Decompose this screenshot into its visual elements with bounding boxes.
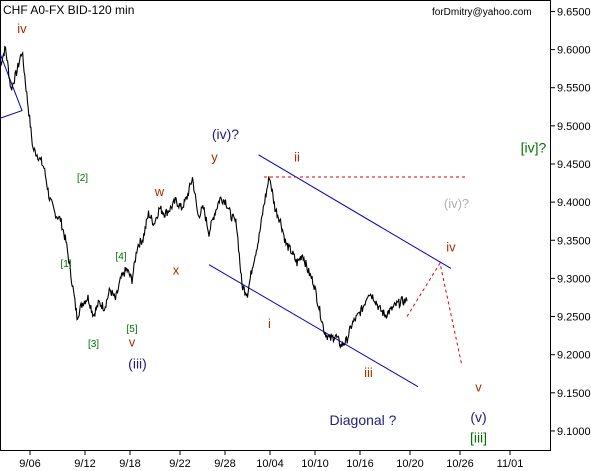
chart-title: CHF A0-FX BID-120 min (3, 3, 134, 17)
wave-overlay (0, 53, 468, 388)
x-tick-label: 10/26 (446, 458, 474, 470)
y-tick-label: 9.2500 (557, 312, 591, 324)
x-tick-label: 9/06 (19, 458, 40, 470)
x-tick-label: 9/18 (119, 458, 140, 470)
wave-label: iv (446, 240, 456, 255)
y-axis: 9.1000 9.1500 9.2000 9.2500 9.3000 9.3500 9.40… (550, 6, 591, 438)
x-tick-label: 9/12 (74, 458, 95, 470)
price-series (0, 45, 408, 350)
x-tick-label: 10/04 (256, 458, 284, 470)
wave-label: iii (364, 365, 373, 380)
lower-trendline (208, 264, 419, 388)
wave-label: [5] (126, 324, 137, 335)
y-tick-label: 9.3500 (557, 235, 591, 247)
wave-label: ii (294, 150, 300, 165)
wave-label: i (268, 316, 271, 331)
wave-label: (iv)? (212, 126, 239, 142)
wave-label: [iv]? (521, 140, 547, 156)
wave-label: [1] (60, 259, 71, 270)
y-tick-label: 9.4500 (557, 159, 591, 171)
x-axis: 9/06 9/12 9/18 9/22 9/28 10/04 10/10 10/16 10/20… (19, 450, 523, 470)
y-tick-label: 9.4000 (557, 197, 591, 209)
left-wedge (0, 53, 23, 119)
upper-trendline (258, 154, 452, 269)
wave-label: (iii) (128, 355, 147, 371)
wave-label: v (129, 334, 136, 349)
y-tick-label: 9.1000 (557, 426, 591, 438)
x-tick-label: 9/28 (214, 458, 235, 470)
wave-label: x (173, 263, 180, 278)
y-tick-label: 9.1500 (557, 388, 591, 400)
plot-frame (0, 0, 551, 451)
x-tick-label: 10/16 (346, 458, 374, 470)
watermark: forDmitry@yahoo.com (432, 7, 532, 18)
wave-label: w (154, 184, 165, 199)
y-tick-label: 9.3000 (557, 273, 591, 285)
x-tick-label: 10/20 (396, 458, 424, 470)
wave-labels: iv[2][1][4][5][3] v(iii)wx(iv)?y iiiiii(iv… (17, 21, 546, 446)
y-tick-label: 9.2000 (557, 350, 591, 362)
wave-label: (v) (470, 409, 486, 425)
wave-label: (iv)? (444, 196, 469, 211)
y-tick-label: 9.5000 (557, 121, 591, 133)
wave-label: y (211, 150, 218, 165)
x-tick-label: 9/22 (169, 458, 190, 470)
y-tick-label: 9.6500 (557, 6, 591, 18)
projection-path (406, 261, 463, 367)
y-tick-label: 9.6000 (557, 45, 591, 57)
wave-label: [4] (115, 251, 126, 262)
wave-label: [2] (77, 173, 88, 184)
x-tick-label: 11/01 (497, 458, 524, 470)
wave-label: Diagonal ? (330, 412, 397, 428)
y-tick-label: 9.5500 (557, 83, 591, 95)
wave-label: [3] (88, 339, 99, 350)
x-tick-label: 10/10 (301, 458, 329, 470)
wave-label: v (475, 379, 482, 394)
price-line (0, 45, 408, 350)
wave-label: iv (17, 21, 27, 36)
wave-label: [iii] (470, 429, 487, 445)
